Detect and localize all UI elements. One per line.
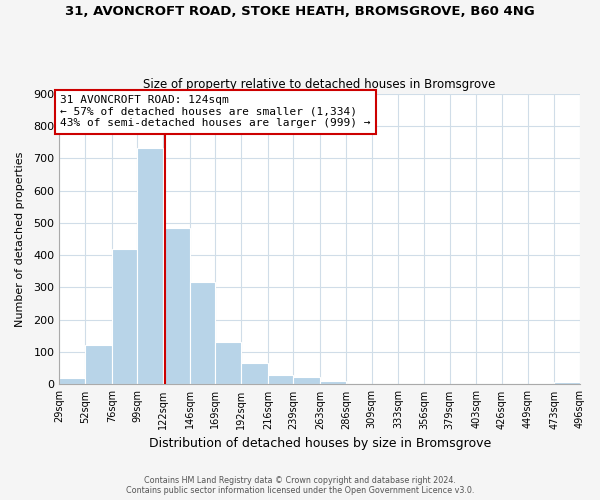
Bar xyxy=(163,228,190,384)
Title: Size of property relative to detached houses in Bromsgrove: Size of property relative to detached ho… xyxy=(143,78,496,91)
Bar xyxy=(293,378,320,384)
Bar xyxy=(137,148,163,384)
Bar xyxy=(59,378,85,384)
Bar xyxy=(241,364,268,384)
Text: 31 AVONCROFT ROAD: 124sqm
← 57% of detached houses are smaller (1,334)
43% of se: 31 AVONCROFT ROAD: 124sqm ← 57% of detac… xyxy=(61,95,371,128)
Bar xyxy=(268,374,293,384)
Bar xyxy=(112,248,137,384)
Bar xyxy=(85,345,112,385)
Bar xyxy=(215,342,241,384)
Text: Contains HM Land Registry data © Crown copyright and database right 2024.
Contai: Contains HM Land Registry data © Crown c… xyxy=(126,476,474,495)
Text: 31, AVONCROFT ROAD, STOKE HEATH, BROMSGROVE, B60 4NG: 31, AVONCROFT ROAD, STOKE HEATH, BROMSGR… xyxy=(65,5,535,18)
Bar xyxy=(320,381,346,384)
Y-axis label: Number of detached properties: Number of detached properties xyxy=(15,152,25,326)
X-axis label: Distribution of detached houses by size in Bromsgrove: Distribution of detached houses by size … xyxy=(149,437,491,450)
Bar xyxy=(190,282,215,384)
Bar xyxy=(554,382,580,384)
